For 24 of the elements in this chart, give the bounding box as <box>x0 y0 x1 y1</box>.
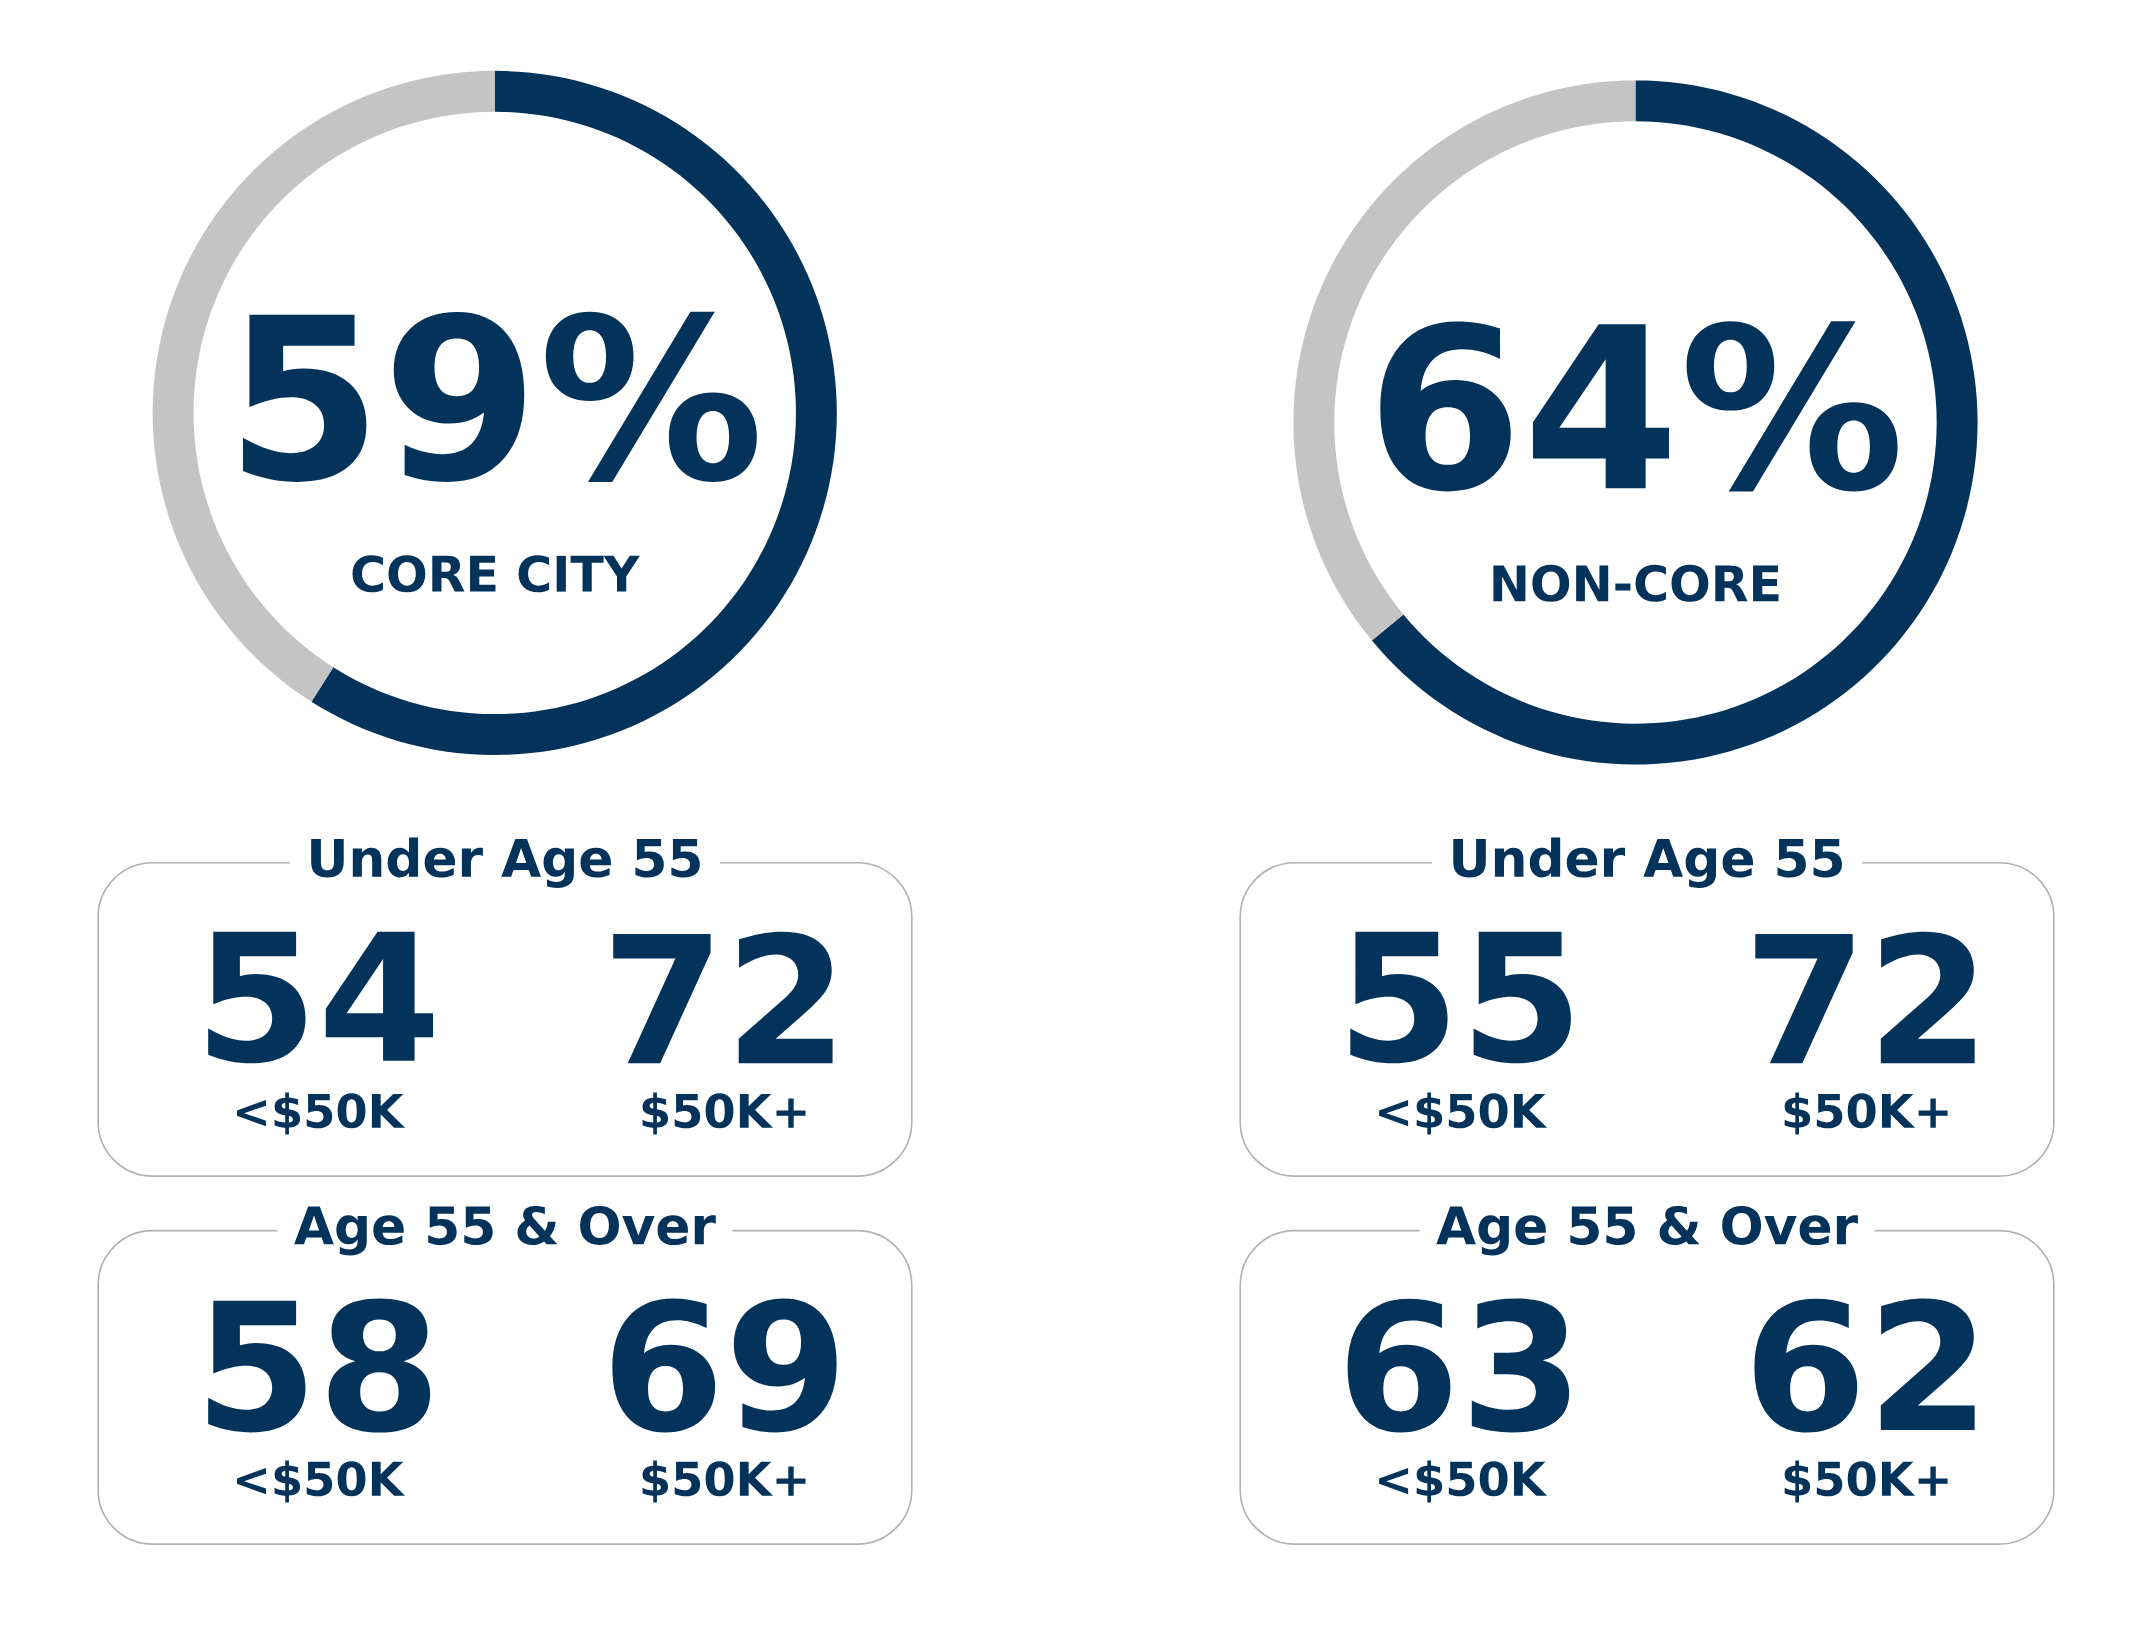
category-label: $50K+ <box>642 1460 806 1503</box>
text: Age 55 & Over <box>294 1205 716 1256</box>
category-label: <$50K <box>237 1460 405 1503</box>
data-label: 55 <box>1350 931 1571 1064</box>
text: Under Age 55 <box>311 837 700 888</box>
text: Under Age 55 <box>1453 837 1842 888</box>
data-label: 69 <box>612 1298 837 1433</box>
slice-label: CORE CITY <box>352 555 640 593</box>
data-label: 62 <box>1754 1298 1975 1433</box>
data-label: 72 <box>613 931 833 1064</box>
category-label: $50K+ <box>1784 1092 1948 1135</box>
data-label: 72 <box>1755 931 1975 1064</box>
data-label: 63 <box>1347 1298 1570 1433</box>
slice-label: NON-CORE <box>1493 564 1779 602</box>
data-label: 58 <box>208 1298 431 1433</box>
data-label: 64% <box>1380 321 1898 492</box>
category-label: <$50K <box>1379 1460 1548 1503</box>
category-label: $50K+ <box>642 1092 806 1135</box>
category-label: <$50K <box>237 1092 405 1135</box>
category-label: <$50K <box>1379 1092 1548 1135</box>
data-label: 59% <box>242 311 757 482</box>
category-label: $50K+ <box>1784 1460 1948 1503</box>
data-label: 54 <box>208 931 433 1064</box>
text: Age 55 & Over <box>1436 1205 1858 1256</box>
